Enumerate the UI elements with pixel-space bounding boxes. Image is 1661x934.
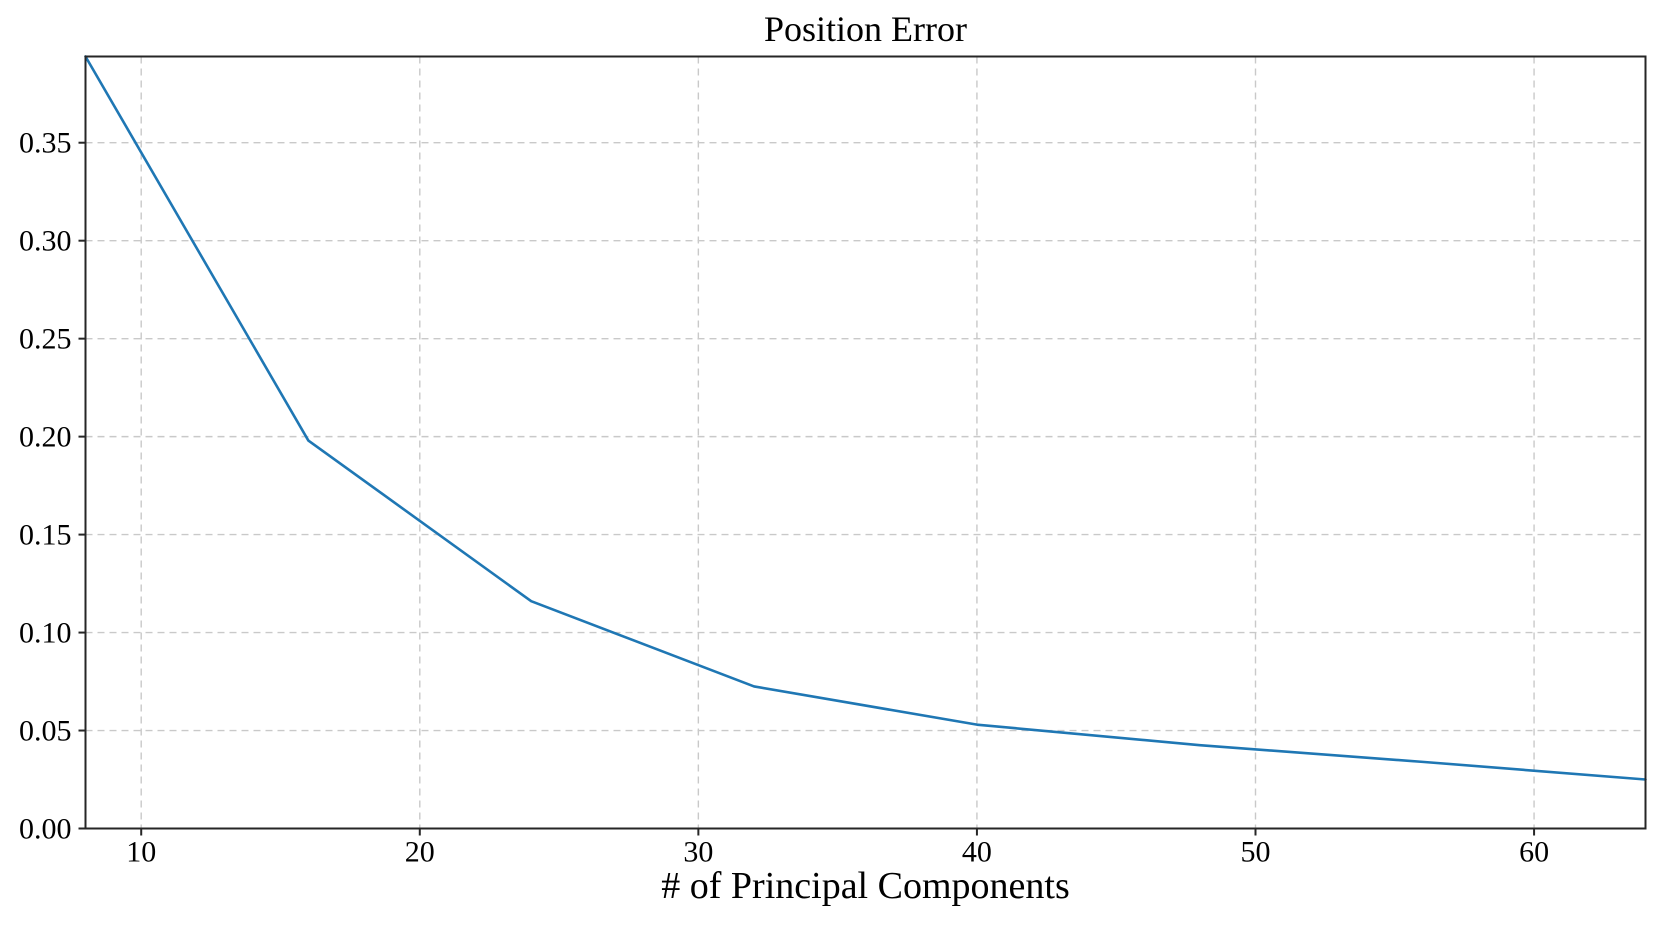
x-tick-label: 40 [962, 836, 992, 869]
y-tick-label: 0.25 [19, 323, 72, 356]
x-axis-label: # of Principal Components [661, 865, 1070, 907]
x-tick-label: 50 [1241, 836, 1271, 869]
y-tick-label: 0.05 [19, 715, 72, 748]
y-tick-label: 0.35 [19, 127, 72, 160]
x-tick-label: 60 [1519, 836, 1549, 869]
plot-border [84, 55, 1647, 830]
y-tick-label: 0.00 [19, 813, 72, 846]
x-axis-ticks: 10 20 30 40 50 60 [126, 828, 1549, 869]
data-line-position-error [84, 55, 1647, 781]
x-tick-label: 20 [405, 836, 435, 869]
x-tick-label: 10 [126, 836, 156, 869]
gridlines [85, 56, 1646, 830]
chart-title: Position Error [764, 9, 967, 49]
y-axis-ticks: 0.00 0.05 0.10 0.15 0.20 0.25 0.30 0.35 [19, 127, 86, 846]
y-tick-label: 0.20 [19, 421, 72, 454]
y-tick-label: 0.10 [19, 617, 72, 650]
x-tick-label: 30 [683, 836, 713, 869]
y-tick-label: 0.15 [19, 519, 72, 552]
y-tick-label: 0.30 [19, 225, 72, 258]
